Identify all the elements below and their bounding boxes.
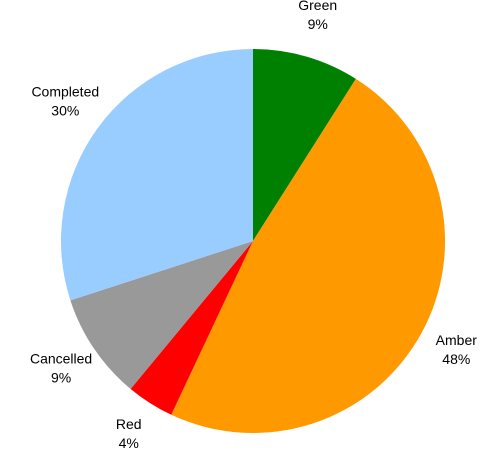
pie-label-amber: Amber 48% — [436, 332, 478, 367]
pie-label-green: Green 9% — [298, 0, 337, 32]
pie-slice-cancelled — [70, 241, 254, 389]
pie-label-name: Amber — [436, 332, 478, 348]
pie-label-name: Red — [116, 416, 142, 432]
pie-label-percent: 4% — [119, 435, 139, 451]
pie-label-percent: 9% — [308, 16, 328, 32]
pie-labels: Green 9% Amber 48% Red 4% Cancelled 9% Completed… — [30, 0, 477, 451]
pie-label-completed: Completed 30% — [31, 84, 99, 119]
pie-label-percent: 9% — [51, 369, 71, 385]
pie-label-name: Green — [298, 0, 337, 13]
pie-slice-amber — [171, 78, 446, 434]
pie-label-name: Completed — [31, 84, 99, 100]
pie-slice-red — [130, 241, 253, 415]
pie-slice-completed — [61, 49, 253, 301]
pie-label-name: Cancelled — [30, 350, 92, 366]
pie-slices — [61, 49, 446, 434]
pie-label-percent: 30% — [51, 103, 79, 119]
pie-label-cancelled: Cancelled 9% — [30, 350, 92, 385]
pie-label-red: Red 4% — [116, 416, 142, 451]
pie-label-percent: 48% — [442, 351, 470, 367]
pie-slice-green — [253, 49, 356, 241]
